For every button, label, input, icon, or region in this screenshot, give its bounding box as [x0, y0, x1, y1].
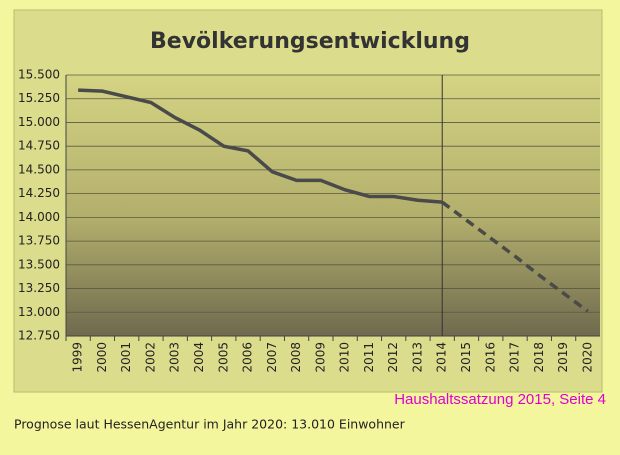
x-tick-label: 2002: [143, 342, 157, 373]
x-tick-label: 2019: [556, 342, 570, 373]
x-tick-label: 2011: [362, 342, 376, 373]
chart-title: Bevölkerungsentwicklung: [150, 29, 470, 54]
x-tick-label: 2014: [435, 342, 449, 373]
x-tick-label: 2016: [483, 342, 497, 373]
x-tick-label: 2017: [508, 342, 522, 373]
y-tick-label: 15.250: [18, 91, 60, 105]
y-tick-label: 14.250: [18, 186, 60, 200]
x-tick-label: 2012: [386, 342, 400, 373]
x-tick-label: 1999: [71, 342, 85, 373]
source-note: Haushaltssatzung 2015, Seite 4: [394, 391, 606, 408]
x-tick-label: 2000: [95, 342, 109, 373]
y-tick-label: 15.500: [18, 68, 60, 82]
x-tick-label: 2007: [265, 342, 279, 373]
y-tick-label: 13.750: [18, 234, 60, 248]
y-tick-label: 14.750: [18, 139, 60, 153]
y-tick-label: 12.750: [18, 329, 60, 343]
x-tick-label: 2018: [532, 342, 546, 373]
x-tick-label: 2005: [216, 342, 230, 373]
series-line: [78, 88, 443, 204]
x-tick-label: 2010: [338, 342, 352, 373]
series-line: [441, 200, 589, 313]
x-tick-label: 2009: [313, 342, 327, 373]
y-tick-label: 14.500: [18, 162, 60, 176]
caption: Prognose laut HessenAgentur im Jahr 2020…: [14, 417, 406, 432]
x-tick-label: 2020: [580, 342, 594, 373]
y-tick-label: 13.250: [18, 281, 60, 295]
x-tick-label: 2015: [459, 342, 473, 373]
x-tick-label: 2001: [119, 342, 133, 373]
y-tick-label: 13.500: [18, 257, 60, 271]
y-tick-label: 14.000: [18, 210, 60, 224]
y-tick-label: 13.000: [18, 305, 60, 319]
x-tick-label: 2013: [410, 342, 424, 373]
plot-area: [66, 75, 600, 336]
x-tick-label: 2004: [192, 342, 206, 373]
y-tick-label: 15.000: [18, 115, 60, 129]
x-tick-label: 2003: [168, 342, 182, 373]
x-tick-label: 2006: [241, 342, 255, 373]
x-tick-label: 2008: [289, 342, 303, 373]
